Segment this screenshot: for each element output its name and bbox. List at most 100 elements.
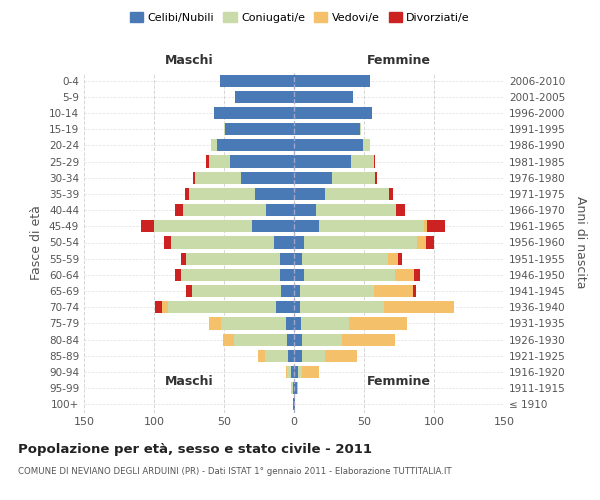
Bar bbox=[294, 140, 362, 151]
Y-axis label: Fasce di età: Fasce di età bbox=[31, 205, 43, 280]
Bar bbox=[325, 188, 389, 200]
Bar bbox=[252, 220, 294, 232]
Bar bbox=[185, 188, 189, 200]
Bar bbox=[286, 318, 294, 330]
Bar bbox=[349, 318, 407, 330]
Bar bbox=[413, 285, 416, 297]
Bar bbox=[155, 301, 163, 314]
Bar bbox=[274, 236, 294, 248]
Bar bbox=[294, 123, 360, 135]
Bar bbox=[374, 156, 375, 168]
Bar bbox=[294, 318, 301, 330]
Bar bbox=[302, 334, 341, 345]
Bar bbox=[425, 236, 434, 248]
Bar bbox=[294, 366, 298, 378]
Bar bbox=[299, 301, 383, 314]
Bar bbox=[294, 107, 373, 119]
Bar bbox=[297, 382, 298, 394]
Bar bbox=[294, 74, 370, 86]
Y-axis label: Anni di nascita: Anni di nascita bbox=[574, 196, 587, 288]
Bar bbox=[281, 285, 294, 297]
Bar bbox=[221, 318, 286, 330]
Bar bbox=[293, 398, 294, 410]
Bar bbox=[389, 188, 394, 200]
Bar bbox=[319, 220, 424, 232]
Bar bbox=[211, 140, 217, 151]
Bar bbox=[294, 156, 352, 168]
Bar bbox=[417, 236, 425, 248]
Bar bbox=[286, 366, 287, 378]
Bar bbox=[171, 236, 274, 248]
Bar bbox=[362, 140, 370, 151]
Bar bbox=[374, 285, 413, 297]
Bar bbox=[168, 301, 276, 314]
Bar bbox=[427, 220, 445, 232]
Bar bbox=[424, 220, 427, 232]
Bar bbox=[396, 204, 404, 216]
Bar bbox=[181, 252, 186, 265]
Bar bbox=[206, 156, 209, 168]
Bar bbox=[341, 334, 395, 345]
Bar bbox=[294, 269, 304, 281]
Bar bbox=[223, 334, 234, 345]
Bar bbox=[186, 285, 192, 297]
Bar bbox=[226, 123, 294, 135]
Bar bbox=[241, 172, 294, 184]
Bar bbox=[294, 90, 353, 103]
Bar bbox=[304, 269, 395, 281]
Bar bbox=[298, 366, 302, 378]
Bar bbox=[280, 252, 294, 265]
Bar bbox=[189, 188, 255, 200]
Bar bbox=[302, 366, 319, 378]
Bar bbox=[388, 252, 398, 265]
Bar bbox=[209, 156, 230, 168]
Bar bbox=[302, 252, 388, 265]
Bar bbox=[235, 90, 294, 103]
Bar bbox=[294, 172, 332, 184]
Text: COMUNE DI NEVIANO DEGLI ARDUINI (PR) - Dati ISTAT 1° gennaio 2011 - Elaborazione: COMUNE DI NEVIANO DEGLI ARDUINI (PR) - D… bbox=[18, 468, 452, 476]
Bar bbox=[230, 156, 294, 168]
Bar bbox=[325, 350, 357, 362]
Bar bbox=[257, 350, 265, 362]
Bar bbox=[383, 301, 454, 314]
Bar bbox=[293, 382, 294, 394]
Bar bbox=[181, 269, 280, 281]
Bar bbox=[154, 220, 252, 232]
Bar bbox=[287, 334, 294, 345]
Bar bbox=[294, 252, 302, 265]
Bar bbox=[332, 172, 375, 184]
Text: Femmine: Femmine bbox=[367, 54, 431, 68]
Bar bbox=[209, 318, 221, 330]
Bar bbox=[142, 220, 154, 232]
Bar bbox=[294, 236, 304, 248]
Bar bbox=[255, 188, 294, 200]
Bar bbox=[294, 350, 302, 362]
Bar bbox=[287, 366, 291, 378]
Bar bbox=[280, 269, 294, 281]
Bar bbox=[294, 382, 297, 394]
Bar bbox=[234, 334, 287, 345]
Bar bbox=[289, 350, 294, 362]
Bar bbox=[193, 172, 194, 184]
Bar bbox=[316, 204, 396, 216]
Bar bbox=[265, 350, 289, 362]
Bar bbox=[415, 269, 420, 281]
Bar bbox=[352, 156, 374, 168]
Bar bbox=[214, 107, 294, 119]
Bar bbox=[276, 301, 294, 314]
Legend: Celibi/Nubili, Coniugati/e, Vedovi/e, Divorziati/e: Celibi/Nubili, Coniugati/e, Vedovi/e, Di… bbox=[125, 8, 475, 28]
Bar bbox=[194, 172, 241, 184]
Bar bbox=[360, 123, 361, 135]
Bar bbox=[301, 318, 349, 330]
Bar bbox=[294, 301, 299, 314]
Bar bbox=[184, 204, 266, 216]
Bar bbox=[266, 204, 294, 216]
Text: Maschi: Maschi bbox=[164, 375, 214, 388]
Bar bbox=[175, 204, 184, 216]
Bar bbox=[217, 140, 294, 151]
Text: Femmine: Femmine bbox=[367, 375, 431, 388]
Bar bbox=[294, 285, 299, 297]
Bar bbox=[291, 382, 293, 394]
Bar bbox=[304, 236, 417, 248]
Text: Popolazione per età, sesso e stato civile - 2011: Popolazione per età, sesso e stato civil… bbox=[18, 442, 372, 456]
